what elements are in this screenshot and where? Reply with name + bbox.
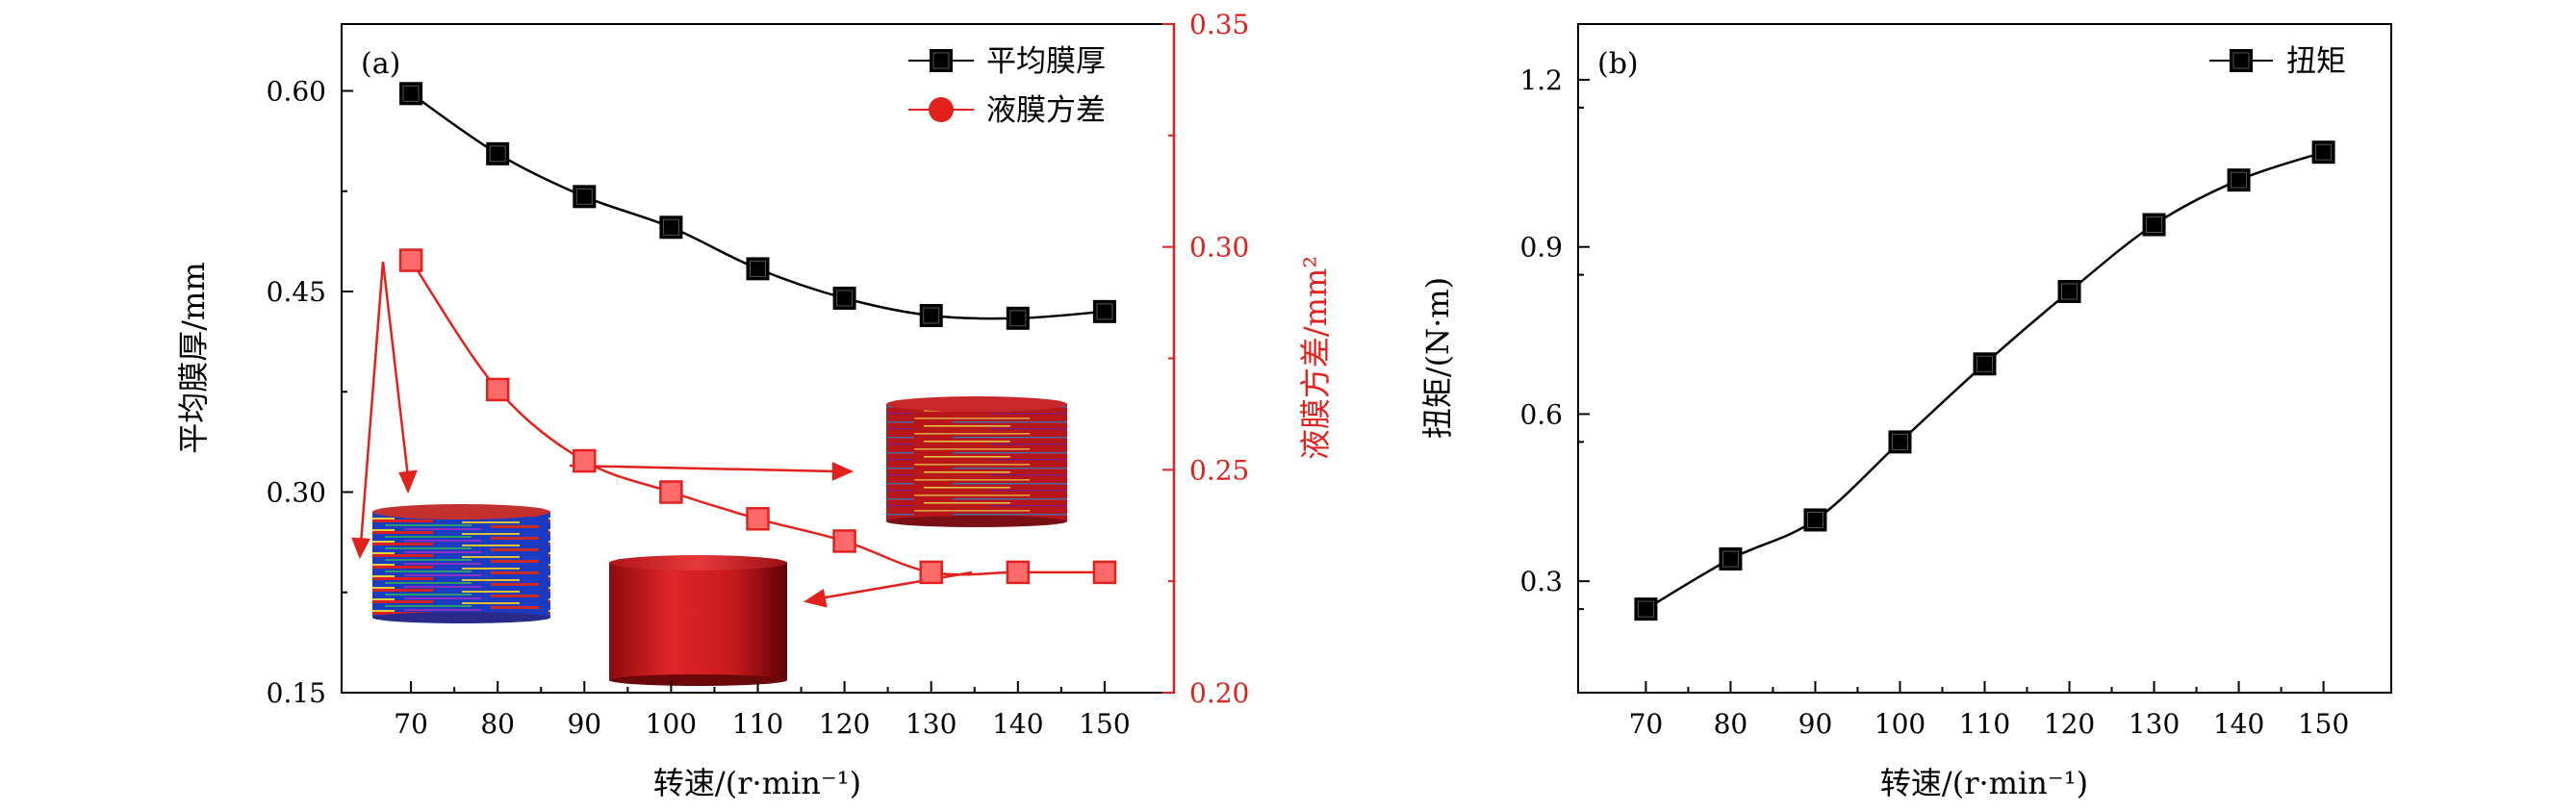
x-tick-label: 130: [905, 708, 956, 740]
axes-b: 70 80 90 100 110 120 130 140 150 0.3 0.6 0.9 1.2: [1519, 64, 2349, 740]
x-tick-label: 100: [646, 708, 697, 740]
data-point-inner: [1806, 511, 1824, 528]
data-point-inner: [402, 85, 420, 102]
x-tick-label: 90: [567, 708, 601, 740]
x-tick-label: 110: [1959, 708, 2010, 740]
x-axis-label-a: 转速/(r·min⁻¹): [653, 765, 861, 801]
data-point: [832, 529, 856, 553]
y-axis-label-a-right: 液膜方差/mm²: [1297, 256, 1334, 460]
x-axis-label-b: 转速/(r·min⁻¹): [1880, 765, 2088, 801]
x-tick-label: 120: [819, 708, 870, 740]
right-y-tick-label: 0.30: [1189, 232, 1249, 264]
y-tick-label: 1.2: [1519, 64, 1563, 96]
data-point: [1006, 560, 1031, 585]
series-curves-b: [1645, 151, 2324, 611]
x-tick-label: 130: [2129, 708, 2180, 740]
y-tick-label: 0.6: [1519, 398, 1563, 430]
inset-film-90rpm: [886, 396, 1067, 527]
x-tick-label: 80: [1714, 708, 1748, 740]
data-point-inner: [1722, 550, 1739, 568]
legend-a: 平均膜厚 液膜方差: [908, 44, 1106, 128]
series-markers-b: [1634, 140, 2335, 621]
inset-film-130rpm: [609, 555, 787, 686]
x-tick-label: 120: [2044, 708, 2095, 740]
y-axis-label-b: 扭矩/(N·m): [1419, 277, 1456, 439]
legend-b: 扭矩: [2209, 44, 2346, 79]
legend-label-torque: 扭矩: [2286, 44, 2346, 79]
data-point-inner: [1977, 355, 1993, 372]
x-tick-label: 150: [1079, 708, 1130, 740]
data-point-inner: [662, 218, 679, 236]
x-tick-label: 90: [1798, 708, 1833, 740]
x-tick-label: 140: [2213, 708, 2264, 740]
y-tick-label: 0.3: [1519, 566, 1563, 597]
y-tick-label: 0.9: [1519, 232, 1563, 264]
panel-label-b: (b): [1597, 47, 1639, 81]
series-markers-a: [398, 82, 1117, 585]
data-point: [659, 480, 683, 504]
data-point: [1092, 560, 1117, 585]
data-point-inner: [1009, 310, 1027, 327]
data-point-inner: [2231, 171, 2248, 189]
x-tick-label: 150: [2298, 708, 2349, 740]
y-axis-label-a-left: 平均膜厚/mm: [175, 262, 212, 453]
data-point: [485, 377, 510, 402]
x-tick-label: 70: [1629, 708, 1664, 740]
panel-label-a: (a): [361, 47, 400, 81]
panel-a: 70 80 90 100 110 120 130 140 150 0.15 0.30 0.45 0.60…: [175, 9, 1334, 801]
data-point-inner: [2061, 283, 2079, 300]
legend-label-thickness: 平均膜厚: [986, 44, 1106, 79]
inset-film-70rpm: [372, 504, 550, 623]
data-point: [398, 248, 423, 272]
data-point-inner: [1637, 600, 1654, 618]
x-tick-label: 100: [1875, 708, 1926, 740]
right-y-tick-label: 0.25: [1189, 454, 1249, 486]
x-tick-label: 110: [732, 708, 783, 740]
right-y-tick-label: 0.20: [1189, 677, 1249, 709]
axes-a: 70 80 90 100 110 120 130 140 150 0.15 0.30 0.45 0.60…: [267, 9, 1250, 740]
right-y-tick-label: 0.35: [1189, 9, 1249, 40]
y-tick-label: 0.45: [267, 276, 326, 308]
data-point-inner: [489, 145, 506, 163]
data-point-inner: [2146, 216, 2163, 233]
x-tick-label: 140: [992, 708, 1043, 740]
data-point: [919, 560, 943, 585]
data-point-inner: [836, 290, 854, 307]
data-point: [746, 507, 770, 531]
data-point-inner: [750, 260, 766, 277]
data-point-inner: [2315, 143, 2333, 161]
annotation-arrows: [351, 261, 973, 608]
data-point: [573, 448, 597, 473]
legend-marker-variance: [929, 97, 954, 122]
data-point-inner: [1891, 433, 1908, 450]
y-tick-label: 0.30: [267, 477, 326, 509]
data-point-inner: [1096, 303, 1113, 320]
x-tick-label: 80: [480, 708, 515, 740]
legend-label-variance: 液膜方差: [986, 93, 1106, 128]
y-tick-label: 0.60: [267, 76, 326, 108]
series-line: [1645, 151, 2324, 611]
panel-b: 70 80 90 100 110 120 130 140 150 0.3 0.6 0.9 1.2 (b)…: [1419, 23, 2392, 801]
data-point-inner: [923, 307, 940, 324]
x-tick-label: 70: [394, 708, 428, 740]
y-tick-label: 0.15: [267, 677, 326, 709]
data-point-inner: [575, 188, 593, 205]
